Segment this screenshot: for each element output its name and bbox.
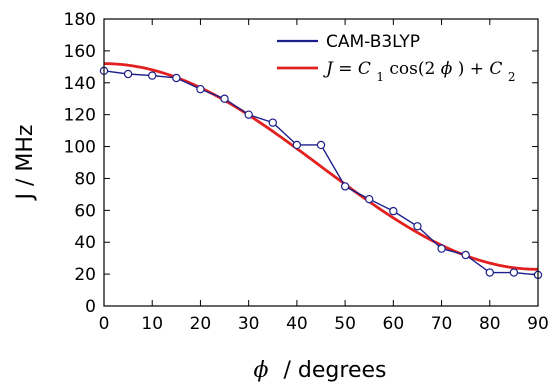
x-tick-label: 40 (286, 314, 308, 334)
legend: CAM-B3LYP J = C 1 cos(2 ϕ ) + C 2 (277, 32, 515, 84)
y-tick-label: 160 (64, 42, 96, 62)
y-tick-label: 140 (64, 74, 96, 94)
x-tick-label: 20 (190, 314, 212, 334)
legend-label-fit-j: J (323, 59, 334, 79)
x-tick-label: 80 (479, 314, 501, 334)
legend-label-fit-sub1: 1 (376, 70, 384, 84)
x-tick-label: 10 (141, 314, 163, 334)
legend-label-fit-c1: C (358, 59, 371, 79)
x-axis-ticks: 0 10 20 30 40 50 60 70 80 90 (99, 19, 548, 334)
legend-label-fit: J = C 1 cos(2 ϕ ) + C 2 (323, 59, 515, 84)
series-cam-b3lyp-point (172, 73, 181, 83)
series-cam-b3lyp-point (244, 110, 253, 119)
y-tick-label: 180 (64, 10, 96, 30)
x-tick-label: 70 (431, 314, 453, 334)
series-cam-b3lyp-point (292, 140, 302, 150)
y-tick-label: 60 (74, 201, 96, 221)
x-tick-label: 60 (383, 314, 405, 334)
series-cam-b3lyp-point (316, 140, 326, 150)
legend-label-fit-close-plus: ) + (458, 59, 490, 79)
y-axis-ticks: 0 20 40 60 80 100 120 140 160 180 (64, 10, 538, 317)
series-cam-b3lyp-point (365, 194, 374, 204)
plot-area (99, 62, 543, 280)
legend-label-fit-phi: ϕ (441, 59, 453, 79)
series-cam-b3lyp-point (509, 268, 519, 277)
legend-label-fit-cos-open: cos(2 (389, 59, 435, 79)
legend-label-fit-eq: = (338, 59, 358, 79)
y-tick-label: 40 (74, 233, 96, 253)
x-tick-label: 50 (334, 314, 356, 334)
series-cam-b3lyp-point (413, 222, 422, 231)
series-cam-b3lyp-point (340, 182, 350, 191)
series-cam-b3lyp-point (148, 71, 157, 80)
x-tick-label: 90 (527, 314, 548, 334)
y-tick-label: 20 (74, 265, 96, 285)
series-cam-b3lyp-point (268, 118, 277, 127)
y-tick-label: 120 (64, 106, 96, 126)
series-cam-b3lyp-point (389, 206, 398, 216)
series-cam-b3lyp-point (220, 94, 229, 103)
series-cam-b3lyp-point (123, 69, 133, 79)
x-axis-label-symbol: ϕ (254, 358, 269, 383)
legend-label-fit-c2: C (489, 59, 502, 79)
legend-label-fit-sub2: 2 (508, 70, 516, 84)
series-cam-b3lyp-point (461, 250, 470, 260)
y-tick-label: 80 (74, 169, 96, 189)
y-axis-label: J / MHz (13, 125, 38, 202)
plot-frame (103, 18, 539, 307)
series-cam-b3lyp-point (437, 244, 446, 253)
y-tick-label: 0 (85, 297, 96, 317)
x-axis-label-text: / degrees (284, 358, 387, 383)
legend-label-cam-b3lyp: CAM-B3LYP (326, 32, 420, 52)
series-cam-b3lyp-point (196, 84, 205, 94)
x-axis-label: ϕ / degrees (254, 358, 387, 383)
y-tick-label: 100 (64, 138, 96, 158)
series-cam-b3lyp-point (485, 268, 494, 277)
x-tick-label: 0 (99, 314, 110, 334)
x-tick-label: 30 (238, 314, 260, 334)
